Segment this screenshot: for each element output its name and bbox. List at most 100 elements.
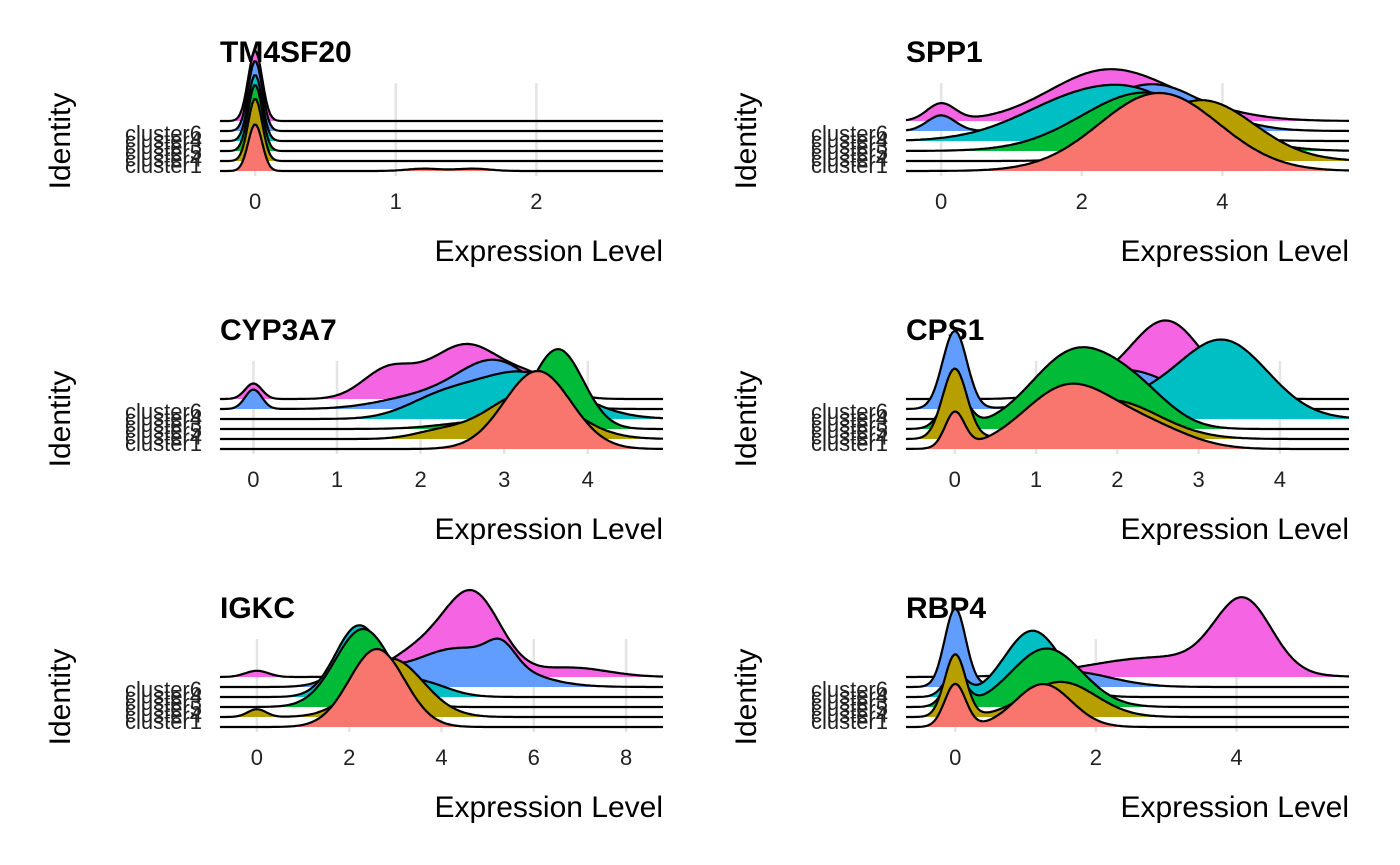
y-tick-label: cluster4 xyxy=(811,684,888,709)
x-tick-label: 0 xyxy=(935,189,947,214)
ridge-line-cluster1 xyxy=(220,123,663,173)
panel-tm4sf20: TM4SF20 cluster1cluster4cluster5cluster3c… xyxy=(44,36,663,268)
y-tick-label: cluster4 xyxy=(811,703,888,728)
x-tick-label: 3 xyxy=(1192,467,1204,492)
y-tick-label: cluster4 xyxy=(125,406,202,431)
y-tick-label: cluster3 xyxy=(125,690,202,715)
x-axis-title: Expression Level xyxy=(435,513,663,546)
y-tick-label: cluster6 xyxy=(811,399,888,424)
y-tick-label: cluster6 xyxy=(125,121,202,146)
y-tick-label: cluster1 xyxy=(125,709,202,734)
x-tick-label: 6 xyxy=(528,745,540,770)
y-tick-label: cluster4 xyxy=(811,425,888,450)
y-tick-label: cluster4 xyxy=(125,425,202,450)
x-tick-label: 0 xyxy=(949,745,961,770)
ridge-fill-cluster6 xyxy=(220,590,663,677)
y-tick-label: cluster3 xyxy=(125,412,202,437)
ridge-line-cluster1 xyxy=(906,91,1350,173)
x-tick-label: 2 xyxy=(414,467,426,492)
ridge-line-cluster1 xyxy=(906,382,1349,451)
x-tick-label: 0 xyxy=(251,745,263,770)
ridge-line-cluster4 xyxy=(220,74,663,143)
y-axis-title: Identity xyxy=(730,649,763,746)
y-tick-label: cluster5 xyxy=(125,140,202,165)
y-axis-title: Identity xyxy=(730,371,763,468)
ridge-line-cluster3 xyxy=(906,647,1349,709)
ridge-fill-cluster1 xyxy=(220,124,663,171)
x-tick-label: 4 xyxy=(1216,189,1228,214)
ridge-fill-cluster3 xyxy=(906,347,1349,429)
ridge-fill-cluster1 xyxy=(906,383,1349,449)
y-axis-title: Identity xyxy=(44,93,77,190)
y-tick-label: cluster3 xyxy=(811,690,888,715)
x-tick-label: 4 xyxy=(1230,745,1242,770)
ridge-fill-cluster3 xyxy=(220,629,663,707)
y-tick-label: cluster1 xyxy=(811,709,888,734)
ridge-fill-cluster6 xyxy=(906,597,1349,677)
ridge-line-cluster1 xyxy=(220,369,663,451)
x-tick-label: 1 xyxy=(1030,467,1042,492)
y-tick-label: cluster5 xyxy=(811,696,888,721)
x-axis-title: Expression Level xyxy=(435,235,663,268)
ridge-line-cluster6 xyxy=(905,68,1349,122)
panel-title: CPS1 xyxy=(906,314,984,347)
x-axis-title: Expression Level xyxy=(435,791,663,824)
ridge-line-cluster2 xyxy=(905,367,1349,441)
panel-title: SPP1 xyxy=(906,36,983,69)
y-axis-title: Identity xyxy=(730,93,763,190)
ridge-line-cluster2 xyxy=(220,657,663,719)
y-tick-label: cluster6 xyxy=(125,677,202,702)
panel-spp1: SPP1 cluster1cluster4cluster5cluster3clus… xyxy=(730,36,1350,268)
x-tick-label: 2 xyxy=(343,745,355,770)
x-tick-label: 0 xyxy=(247,467,259,492)
panel-title: IGKC xyxy=(220,592,295,625)
ridge-line-cluster2 xyxy=(906,653,1349,719)
y-tick-label: cluster3 xyxy=(811,134,888,159)
x-tick-label: 2 xyxy=(1076,189,1088,214)
y-tick-label: cluster1 xyxy=(811,153,888,178)
ridge-fill-cluster3 xyxy=(906,648,1349,707)
x-tick-label: 4 xyxy=(582,467,594,492)
ridge-line-cluster1 xyxy=(220,647,663,729)
y-tick-label: cluster5 xyxy=(811,140,888,165)
panel-title: TM4SF20 xyxy=(220,36,352,69)
y-tick-label: cluster1 xyxy=(811,431,888,456)
ridge-fill-cluster1 xyxy=(906,684,1349,727)
panel-title: CYP3A7 xyxy=(220,314,337,347)
x-tick-label: 0 xyxy=(949,467,961,492)
ridge-line-cluster2 xyxy=(220,391,663,441)
y-tick-label: cluster4 xyxy=(811,147,888,172)
x-axis-title: Expression Level xyxy=(1121,235,1349,268)
ridge-line-cluster5 xyxy=(220,637,663,689)
y-tick-label: cluster4 xyxy=(125,128,202,153)
ridge-line-cluster4 xyxy=(906,629,1349,699)
x-tick-label: 4 xyxy=(435,745,447,770)
x-tick-label: 8 xyxy=(620,745,632,770)
ridge-line-cluster6 xyxy=(220,50,663,123)
y-tick-label: cluster5 xyxy=(125,696,202,721)
x-axis-title: Expression Level xyxy=(1121,791,1349,824)
y-tick-label: cluster5 xyxy=(125,418,202,443)
ridge-line-cluster5 xyxy=(220,60,663,133)
ridge-fill-cluster2 xyxy=(906,368,1349,439)
ridge-fill-cluster1 xyxy=(906,93,1349,171)
panel-cps1: CPS1 cluster1cluster4cluster5cluster3clus… xyxy=(730,314,1350,546)
y-axis-title: Identity xyxy=(44,371,77,468)
ridge-fill-cluster1 xyxy=(220,371,663,449)
y-tick-label: cluster6 xyxy=(125,399,202,424)
x-tick-label: 3 xyxy=(498,467,510,492)
y-tick-label: cluster1 xyxy=(125,431,202,456)
y-tick-label: cluster3 xyxy=(811,412,888,437)
panel-title: RBP4 xyxy=(906,592,986,625)
y-tick-label: cluster6 xyxy=(811,121,888,146)
panel-igkc: IGKC cluster1cluster4cluster5cluster3clus… xyxy=(44,588,664,824)
ridge-line-cluster1 xyxy=(906,682,1349,729)
y-tick-label: cluster4 xyxy=(811,128,888,153)
ridge-line-cluster4 xyxy=(220,624,663,699)
y-tick-label: cluster4 xyxy=(125,703,202,728)
x-tick-label: 1 xyxy=(390,189,402,214)
ridge-line-cluster5 xyxy=(906,607,1349,689)
y-tick-label: cluster4 xyxy=(811,406,888,431)
x-tick-label: 2 xyxy=(530,189,542,214)
panel-rbp4: RBP4 cluster1cluster4cluster5cluster3clus… xyxy=(730,592,1349,824)
